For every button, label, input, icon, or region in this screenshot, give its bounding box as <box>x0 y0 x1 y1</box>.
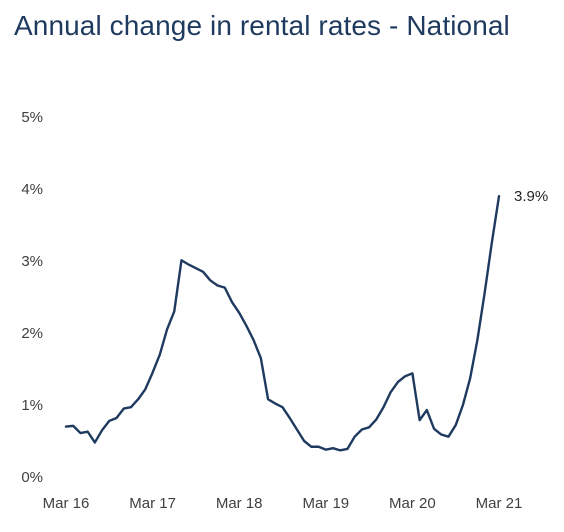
x-tick-label: Mar 20 <box>389 495 436 512</box>
y-tick-label: 3% <box>21 253 43 270</box>
x-tick-label: Mar 16 <box>43 495 90 512</box>
x-tick-label: Mar 21 <box>476 495 523 512</box>
y-tick-label: 4% <box>21 181 43 198</box>
chart-title: Annual change in rental rates - National <box>14 10 510 41</box>
x-tick-label: Mar 19 <box>302 495 349 512</box>
series-line <box>64 195 501 452</box>
x-tick-label: Mar 17 <box>129 495 176 512</box>
data-label: 3.9% <box>514 188 548 205</box>
x-tick-label: Mar 18 <box>216 495 263 512</box>
x-axis: Mar 16 Mar 17 Mar 18 Mar 19 Mar 20 Mar 21 <box>43 495 523 512</box>
y-tick-label: 5% <box>21 109 43 126</box>
y-axis: 0% 1% 2% 3% 4% 5% <box>21 109 43 486</box>
y-tick-label: 2% <box>21 325 43 342</box>
y-tick-label: 0% <box>21 469 43 486</box>
y-tick-label: 1% <box>21 397 43 414</box>
data-labels: 3.9% <box>514 188 548 205</box>
plot-area <box>64 195 501 452</box>
